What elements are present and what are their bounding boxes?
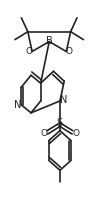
Text: S: S [57,118,63,128]
Text: N: N [14,100,21,110]
Text: B: B [46,36,53,46]
Text: O: O [72,129,80,138]
Text: O: O [26,47,33,56]
Text: O: O [65,47,73,56]
Text: O: O [40,129,47,138]
Text: N: N [60,95,67,105]
